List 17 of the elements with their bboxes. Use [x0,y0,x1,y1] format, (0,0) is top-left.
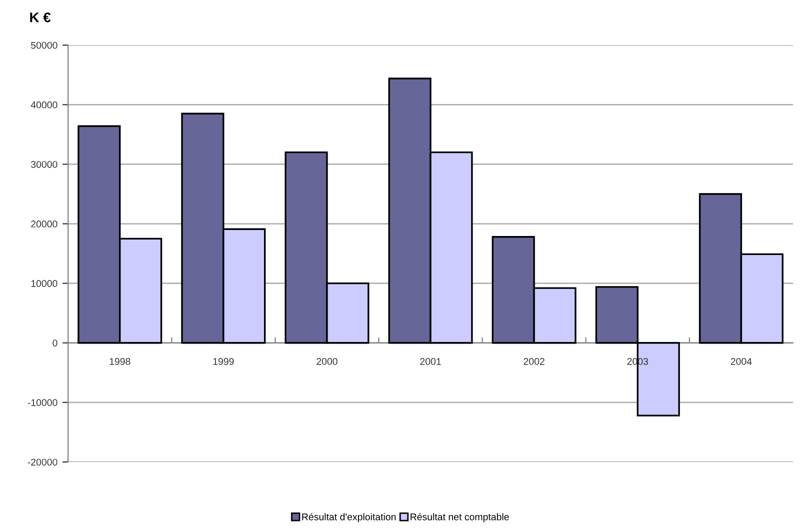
x-tick-label: 2004 [730,358,752,365]
legend-label: Résultat d'exploitation [302,513,396,522]
y-tick-label: 30000 [31,160,58,168]
y-tick-label: -10000 [28,399,58,406]
y-axis-title: K € [30,12,51,22]
x-tick-label: 1999 [213,358,234,365]
y-tick-label: 50000 [31,42,58,49]
y-tick-label: 20000 [31,220,58,228]
y-tick-label: 0 [52,340,58,346]
x-tick-label: 1998 [110,358,130,365]
x-tick-label: 2002 [524,358,544,365]
y-tick-label: 10000 [31,280,58,287]
x-tick-label: 2001 [420,358,441,365]
y-tick-label: -20000 [28,458,58,466]
legend-label: Résultat net comptable [410,513,509,522]
y-tick-label: 40000 [30,101,58,108]
x-tick-label: 2000 [316,358,338,365]
